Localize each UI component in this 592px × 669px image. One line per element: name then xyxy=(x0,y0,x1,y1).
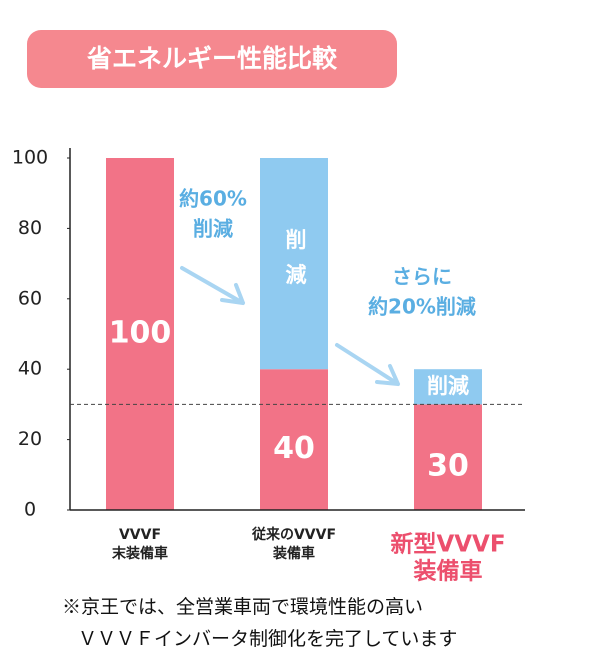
y-tick-label: 80 xyxy=(18,217,42,239)
x-tick-label: VVVF xyxy=(119,527,161,543)
x-tick-label: 末装備車 xyxy=(112,545,168,562)
bar-segment xyxy=(260,369,328,510)
x-tick-label: 装備車 xyxy=(272,545,315,562)
y-tick-label: 40 xyxy=(18,358,42,380)
annotation: 約60% xyxy=(179,187,247,211)
y-tick-label: 20 xyxy=(18,428,42,450)
footnote: ※京王では、全営業車両で環境性能の高い xyxy=(62,596,423,618)
x-tick-label: 装備車 xyxy=(414,558,483,585)
value-label: 30 xyxy=(427,449,469,484)
bar-segment xyxy=(414,404,482,510)
bar-segment xyxy=(106,158,174,510)
annotation: さらに xyxy=(392,265,452,289)
title-box xyxy=(27,30,397,88)
annotation: 削減 xyxy=(193,217,233,241)
chart-title: 省エネルギー性能比較 xyxy=(86,44,338,73)
arrow xyxy=(335,343,400,386)
annotation: 約20%削減 xyxy=(368,295,476,319)
x-tick-label: 従来のVVVF xyxy=(251,526,336,543)
arrows xyxy=(180,266,400,386)
segment-label: 削減 xyxy=(427,374,469,398)
arrow xyxy=(180,266,245,305)
segment-label: 削減 xyxy=(283,228,307,299)
x-tick-label: 新型VVVF xyxy=(390,531,505,558)
y-tick-label: 100 xyxy=(12,147,48,169)
bar-segment xyxy=(260,158,328,370)
bar-segment xyxy=(414,369,482,405)
y-tick-label: 60 xyxy=(18,287,42,309)
value-label: 100 xyxy=(109,316,172,351)
footnote: ＶＶＶＦインバータ制御化を完了しています xyxy=(78,628,457,650)
value-label: 40 xyxy=(273,431,315,466)
y-tick-label: 0 xyxy=(24,499,36,521)
